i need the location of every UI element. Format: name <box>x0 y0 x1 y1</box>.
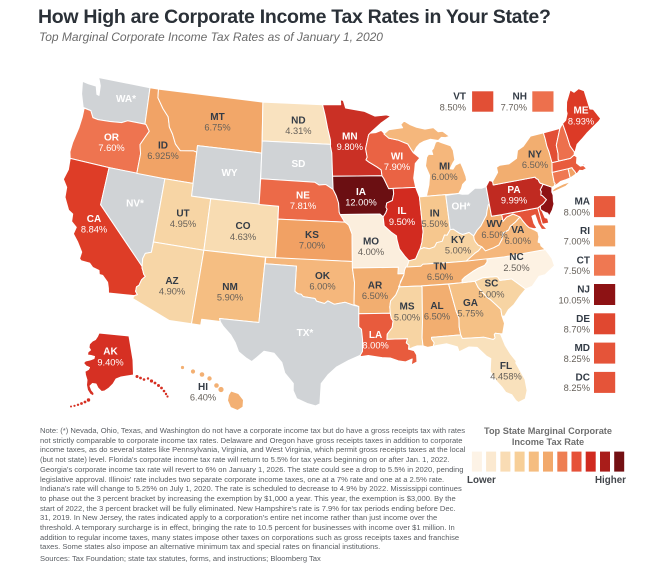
svg-text:5.00%: 5.00% <box>478 289 504 299</box>
svg-text:8.50%: 8.50% <box>440 103 466 113</box>
svg-text:7.00%: 7.00% <box>299 241 325 251</box>
svg-text:8.70%: 8.70% <box>564 325 590 335</box>
svg-text:NM: NM <box>222 282 238 293</box>
svg-text:FL: FL <box>500 361 512 372</box>
svg-text:6.40%: 6.40% <box>190 393 216 403</box>
svg-text:SD: SD <box>291 159 305 170</box>
svg-text:MO: MO <box>363 236 379 247</box>
svg-text:12.00%: 12.00% <box>345 198 377 208</box>
svg-text:5.00%: 5.00% <box>394 312 420 322</box>
svg-text:6.50%: 6.50% <box>362 291 388 301</box>
svg-text:4.90%: 4.90% <box>159 287 185 297</box>
svg-text:5.90%: 5.90% <box>217 293 243 303</box>
svg-text:4.00%: 4.00% <box>358 247 384 257</box>
svg-text:6.50%: 6.50% <box>424 312 450 322</box>
svg-text:KY: KY <box>451 235 465 246</box>
svg-text:5.50%: 5.50% <box>422 219 448 229</box>
svg-text:HI: HI <box>198 382 208 393</box>
svg-text:8.84%: 8.84% <box>81 225 107 235</box>
svg-text:9.80%: 9.80% <box>337 142 363 152</box>
svg-text:AR: AR <box>368 280 383 291</box>
svg-text:NH: NH <box>513 92 527 103</box>
svg-text:VA: VA <box>511 225 524 236</box>
svg-text:RI: RI <box>580 226 590 237</box>
svg-text:LA: LA <box>369 330 382 341</box>
svg-text:ME: ME <box>574 106 589 117</box>
svg-text:8.25%: 8.25% <box>564 383 590 393</box>
svg-text:CO: CO <box>236 221 251 232</box>
svg-text:8.25%: 8.25% <box>564 354 590 364</box>
svg-text:6.925%: 6.925% <box>147 151 179 161</box>
svg-text:7.00%: 7.00% <box>564 237 590 247</box>
svg-text:4.95%: 4.95% <box>170 219 196 229</box>
svg-text:7.90%: 7.90% <box>384 162 410 172</box>
svg-text:IA: IA <box>356 187 366 198</box>
svg-text:GA: GA <box>463 298 478 309</box>
svg-text:OK: OK <box>315 271 331 282</box>
svg-text:8.93%: 8.93% <box>568 116 594 126</box>
svg-text:AK: AK <box>103 347 118 358</box>
svg-text:WY: WY <box>221 168 237 179</box>
svg-text:TN: TN <box>433 262 446 273</box>
svg-text:4.31%: 4.31% <box>285 126 311 136</box>
svg-text:6.50%: 6.50% <box>522 160 548 170</box>
svg-text:5.00%: 5.00% <box>445 246 471 256</box>
svg-text:ID: ID <box>158 141 168 152</box>
svg-text:WA*: WA* <box>116 94 136 105</box>
svg-text:WI: WI <box>391 152 403 163</box>
svg-text:CT: CT <box>577 255 590 266</box>
svg-text:9.40%: 9.40% <box>97 357 123 367</box>
svg-text:NC: NC <box>509 252 523 263</box>
svg-text:MA: MA <box>574 197 590 208</box>
svg-text:MI: MI <box>439 162 450 173</box>
svg-text:8.00%: 8.00% <box>362 341 388 351</box>
svg-text:UT: UT <box>176 209 189 220</box>
svg-text:NV*: NV* <box>126 199 144 210</box>
svg-text:DC: DC <box>576 373 590 384</box>
svg-text:9.99%: 9.99% <box>501 196 527 206</box>
svg-text:5.75%: 5.75% <box>457 309 483 319</box>
svg-text:AL: AL <box>430 301 443 312</box>
svg-text:8.00%: 8.00% <box>564 207 590 217</box>
svg-text:4.63%: 4.63% <box>230 232 256 242</box>
svg-text:MT: MT <box>210 112 224 123</box>
svg-text:7.60%: 7.60% <box>98 143 124 153</box>
svg-text:6.50%: 6.50% <box>427 272 453 282</box>
svg-text:KS: KS <box>305 230 319 241</box>
svg-text:6.00%: 6.00% <box>505 236 531 246</box>
svg-text:NE: NE <box>296 190 310 201</box>
svg-text:7.81%: 7.81% <box>290 201 316 211</box>
svg-text:AZ: AZ <box>165 276 178 287</box>
svg-text:VT: VT <box>453 92 466 103</box>
svg-text:6.00%: 6.00% <box>309 282 335 292</box>
svg-text:ND: ND <box>291 116 305 127</box>
svg-text:MN: MN <box>342 131 358 142</box>
svg-text:MS: MS <box>400 302 415 313</box>
svg-text:4.458%: 4.458% <box>490 372 522 382</box>
svg-text:7.70%: 7.70% <box>501 103 527 113</box>
svg-text:7.50%: 7.50% <box>564 266 590 276</box>
svg-text:6.50%: 6.50% <box>481 230 507 240</box>
svg-text:NY: NY <box>528 150 542 161</box>
svg-text:NJ: NJ <box>577 285 590 296</box>
svg-text:10.05%: 10.05% <box>558 295 590 305</box>
svg-text:6.75%: 6.75% <box>204 123 230 133</box>
svg-text:6.00%: 6.00% <box>431 172 457 182</box>
svg-text:OH*: OH* <box>452 202 471 213</box>
svg-text:WV: WV <box>486 219 502 230</box>
svg-text:9.50%: 9.50% <box>389 217 415 227</box>
svg-text:PA: PA <box>507 185 520 196</box>
svg-text:TX*: TX* <box>297 328 314 339</box>
svg-text:IN: IN <box>430 208 440 219</box>
svg-text:OR: OR <box>104 133 120 144</box>
svg-text:IL: IL <box>398 206 407 217</box>
svg-text:SC: SC <box>484 279 498 290</box>
svg-text:MD: MD <box>574 343 590 354</box>
svg-text:CA: CA <box>87 214 101 225</box>
svg-text:DE: DE <box>576 314 590 325</box>
svg-text:2.50%: 2.50% <box>503 263 529 273</box>
